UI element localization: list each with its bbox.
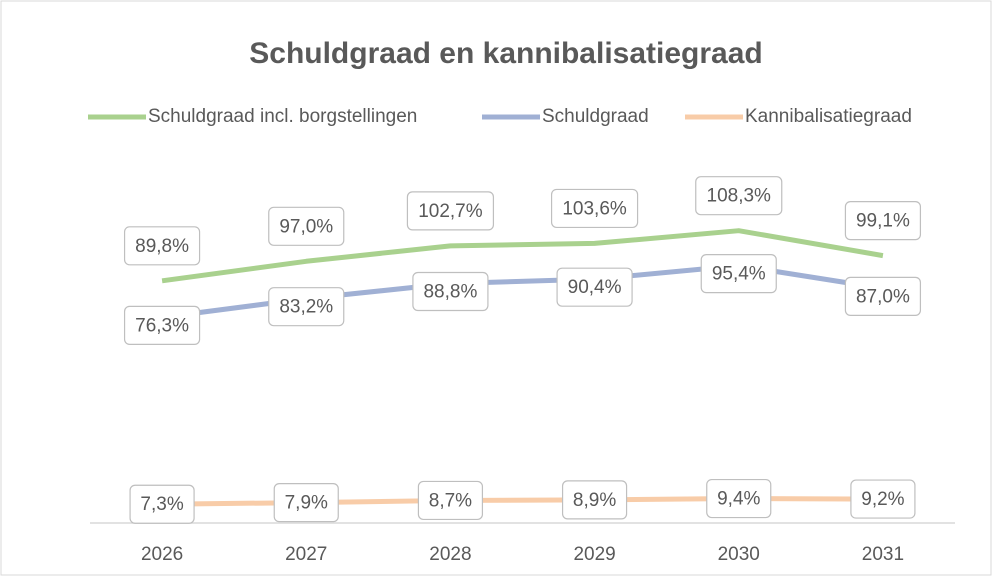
data-label: 9,4% xyxy=(717,489,760,510)
data-label: 7,9% xyxy=(285,493,328,514)
x-tick-label: 2029 xyxy=(573,544,615,565)
data-label-box xyxy=(129,484,195,524)
data-label: 87,0% xyxy=(856,286,910,307)
series-line xyxy=(161,228,884,284)
legend-label: Kannibalisatiegraad xyxy=(745,106,912,127)
x-tick-label: 2026 xyxy=(141,544,183,565)
data-label: 95,4% xyxy=(712,264,766,285)
data-label-box xyxy=(550,188,639,229)
x-tick-label: 2028 xyxy=(429,544,471,565)
data-label-box xyxy=(123,305,201,345)
x-tick-label: 2030 xyxy=(718,544,760,565)
data-label-box xyxy=(706,478,772,519)
chart-title: Schuldgraad en kannibalisatiegraad xyxy=(249,37,763,70)
data-label-box xyxy=(844,276,922,316)
data-label-box xyxy=(695,176,783,216)
data-label: 7,3% xyxy=(140,494,183,515)
data-label: 90,4% xyxy=(568,277,622,298)
data-label: 102,7% xyxy=(418,201,483,222)
data-label: 97,0% xyxy=(279,216,333,237)
data-label: 88,8% xyxy=(423,282,477,303)
data-label-box xyxy=(556,267,633,307)
data-label: 103,6% xyxy=(562,198,627,219)
data-label: 83,2% xyxy=(279,297,333,318)
data-label-box xyxy=(406,191,495,231)
data-label: 99,1% xyxy=(856,211,910,232)
data-label-box xyxy=(417,480,484,521)
data-label-box xyxy=(268,206,345,246)
data-label: 8,9% xyxy=(573,490,616,511)
data-label-box xyxy=(412,271,489,312)
x-tick-label: 2027 xyxy=(285,544,327,565)
legend-label: Schuldgraad xyxy=(542,106,649,127)
data-label: 76,3% xyxy=(135,315,189,336)
data-label-box xyxy=(268,287,345,327)
data-label: 89,8% xyxy=(135,236,189,257)
data-label: 108,3% xyxy=(707,186,772,207)
data-label-box xyxy=(273,483,339,523)
data-label-box xyxy=(850,479,916,519)
legend-label: Schuldgraad incl. borgstellingen xyxy=(148,106,417,127)
data-label: 8,7% xyxy=(429,490,472,511)
data-label-box xyxy=(123,226,201,266)
data-label-box xyxy=(844,201,922,241)
data-label: 9,2% xyxy=(861,489,904,510)
data-label-box xyxy=(700,254,777,294)
data-label-box xyxy=(561,480,628,520)
x-tick-label: 2031 xyxy=(862,544,904,565)
